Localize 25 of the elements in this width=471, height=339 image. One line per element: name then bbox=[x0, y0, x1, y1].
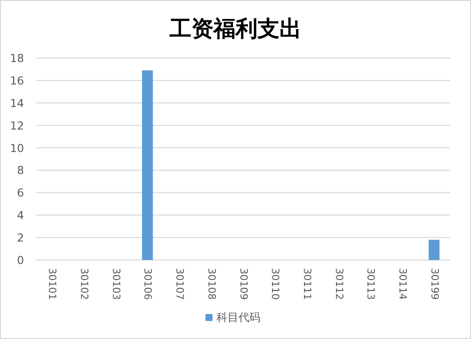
x-tick-label: 30113 bbox=[364, 268, 376, 300]
y-tick-label: 0 bbox=[17, 254, 24, 267]
x-tick-label: 30108 bbox=[205, 268, 216, 300]
chart-title: 工资福利支出 bbox=[168, 16, 302, 42]
x-tick-label: 30112 bbox=[332, 268, 344, 300]
y-tick-label: 18 bbox=[10, 52, 24, 65]
x-tick-label: 30109 bbox=[237, 268, 248, 300]
y-tick-label: 4 bbox=[17, 209, 24, 222]
x-tick-label: 30199 bbox=[428, 268, 440, 300]
y-tick-label: 12 bbox=[10, 119, 24, 132]
x-tick-label: 30101 bbox=[46, 268, 58, 300]
y-tick-label: 14 bbox=[10, 96, 24, 110]
x-tick-label: 30114 bbox=[396, 268, 408, 300]
x-tick-label: 30111 bbox=[300, 268, 312, 300]
x-tick-label: 30107 bbox=[174, 268, 185, 300]
x-tick-label: 30106 bbox=[142, 268, 153, 300]
x-tick-label: 30110 bbox=[269, 268, 280, 300]
x-tick-label: 30102 bbox=[78, 268, 90, 300]
y-tick-label: 10 bbox=[10, 142, 24, 155]
y-tick-label: 16 bbox=[10, 74, 24, 88]
x-tick-label: 30103 bbox=[110, 268, 121, 300]
legend-label: 科目代码 bbox=[216, 311, 260, 324]
y-tick-label: 2 bbox=[17, 232, 24, 245]
y-tick-label: 6 bbox=[17, 186, 24, 200]
y-tick-label: 8 bbox=[17, 164, 24, 178]
